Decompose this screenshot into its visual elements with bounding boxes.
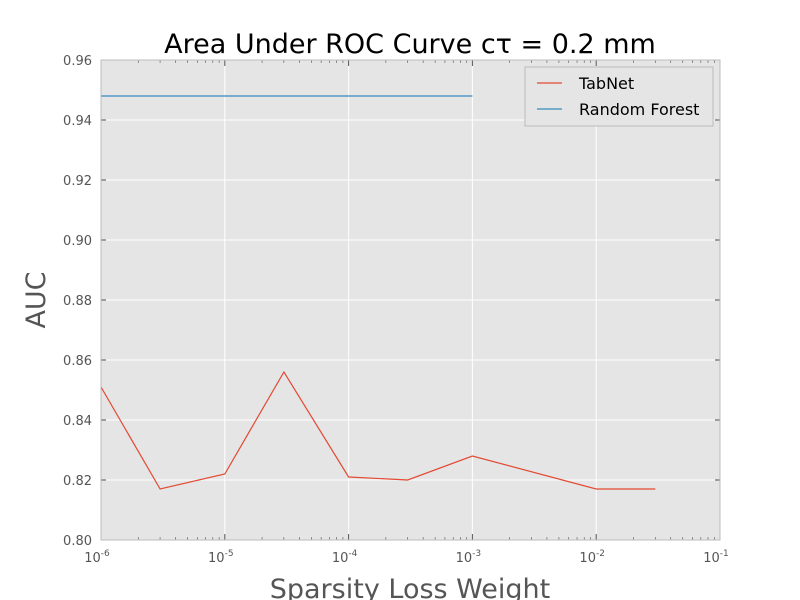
legend-label: TabNet (578, 74, 634, 93)
grid-lines (101, 60, 720, 540)
x-tick-base: 10 (332, 551, 349, 566)
axis-ticks: 0.800.820.840.860.880.900.920.940.9610-6… (63, 54, 729, 566)
x-tick-base: 10 (703, 551, 720, 566)
legend-box (524, 66, 714, 127)
x-tick-label: 10-2 (579, 549, 605, 566)
x-axis-label: Sparsity Loss Weight (270, 574, 551, 600)
x-tick-base: 10 (456, 551, 473, 566)
chart-title: Area Under ROC Curve cτ = 0.2 mm (164, 29, 656, 60)
x-tick-exponent: -1 (720, 549, 729, 559)
x-tick-exponent: -3 (472, 549, 481, 559)
x-tick-base: 10 (208, 551, 225, 566)
y-tick-label: 0.88 (63, 294, 92, 309)
x-tick-base: 10 (84, 551, 101, 566)
x-tick-label: 10-4 (332, 549, 358, 566)
plot-frame (100, 59, 721, 541)
y-tick-label: 0.92 (63, 174, 92, 189)
series-lines (100, 95, 656, 490)
x-tick-exponent: -5 (225, 549, 234, 559)
x-tick-label: 10-5 (208, 549, 234, 566)
x-tick-label: 10-1 (703, 549, 729, 566)
y-tick-label: 0.96 (63, 54, 92, 69)
y-tick-label: 0.86 (63, 354, 92, 369)
x-tick-exponent: -2 (596, 549, 605, 559)
y-tick-label: 0.84 (63, 414, 92, 429)
x-tick-label: 10-6 (84, 549, 110, 566)
legend: TabNet Random Forest (524, 66, 714, 127)
x-tick-label: 10-3 (456, 549, 482, 566)
y-tick-label: 0.80 (63, 534, 92, 549)
x-tick-base: 10 (579, 551, 596, 566)
y-tick-label: 0.82 (63, 474, 92, 489)
x-tick-exponent: -6 (101, 549, 110, 559)
y-tick-label: 0.90 (63, 234, 92, 249)
x-tick-exponent: -4 (348, 549, 357, 559)
legend-label: Random Forest (579, 100, 699, 119)
y-tick-label: 0.94 (63, 114, 92, 129)
y-axis-label: AUC (21, 271, 52, 328)
